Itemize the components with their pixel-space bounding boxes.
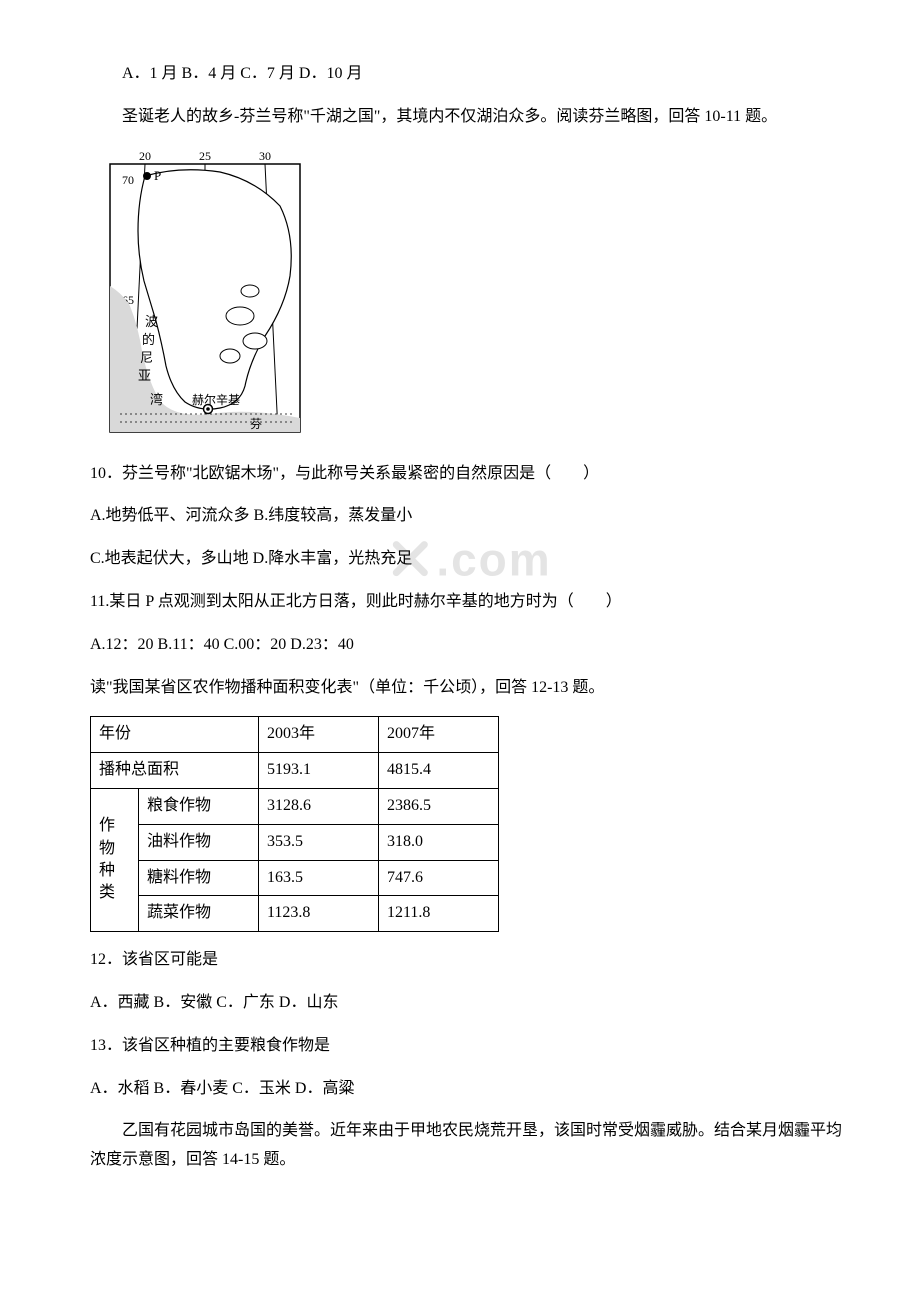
td-total-label: 播种总面积 [91, 753, 259, 789]
q11-opts: A.12：20 B.11：40 C.00：20 D.23：40 [90, 631, 850, 660]
map-bothnia-0: 波 [145, 314, 158, 329]
q10-cd: C.地表起伏大，多山地 D.降水丰富，光热充足 [90, 545, 850, 574]
map-tick-20: 20 [139, 149, 151, 163]
td-y1: 1123.8 [259, 896, 379, 932]
map-point-p: P [154, 168, 161, 183]
td-crop-name: 油料作物 [139, 824, 259, 860]
th-2007: 2007年 [379, 717, 499, 753]
q10-ab: A.地势低平、河流众多 B.纬度较高，蒸发量小 [90, 502, 850, 531]
td-crop-name: 粮食作物 [139, 788, 259, 824]
map-bothnia-1: 的 [142, 332, 155, 347]
td-y2: 1211.8 [379, 896, 499, 932]
q12-stem: 12．该省区可能是 [90, 946, 850, 975]
td-y2: 2386.5 [379, 788, 499, 824]
td-crop-name: 蔬菜作物 [139, 896, 259, 932]
td-y1: 3128.6 [259, 788, 379, 824]
td-group-label: 作 物 种 类 [91, 788, 139, 931]
finland-map-svg: 20 25 30 70 65 60 P 赫尔辛基 波 的 尼 亚 湾 [90, 146, 315, 446]
crop-area-table: 年份 2003年 2007年 播种总面积 5193.1 4815.4 作 物 种… [90, 716, 499, 932]
map-tick-30: 30 [259, 149, 271, 163]
map-lat-70: 70 [122, 173, 134, 187]
th-year: 年份 [91, 717, 259, 753]
map-gulf-finland: 芬 [250, 417, 262, 431]
q9-options: A．1 月 B．4 月 C．7 月 D．10 月 [90, 60, 850, 89]
map-bothnia-3: 亚 [138, 368, 151, 383]
table-row-total: 播种总面积 5193.1 4815.4 [91, 753, 499, 789]
th-2003: 2003年 [259, 717, 379, 753]
map-tick-25: 25 [199, 149, 211, 163]
td-crop-name: 糖料作物 [139, 860, 259, 896]
td-y2: 318.0 [379, 824, 499, 860]
group-char-2: 种 [99, 862, 115, 879]
td-y1: 353.5 [259, 824, 379, 860]
table-row: 蔬菜作物 1123.8 1211.8 [91, 896, 499, 932]
group-char-0: 作 [99, 817, 115, 834]
q13-stem: 13．该省区种植的主要粮食作物是 [90, 1032, 850, 1061]
haze-intro: 乙国有花园城市岛国的美誉。近年来由于甲地农民烧荒开垦，该国时常受烟霾威胁。结合某… [90, 1117, 850, 1175]
td-total-2003: 5193.1 [259, 753, 379, 789]
table-row: 油料作物 353.5 318.0 [91, 824, 499, 860]
table-intro: 读"我国某省区农作物播种面积变化表"（单位：千公顷），回答 12-13 题。 [90, 674, 850, 703]
td-y2: 747.6 [379, 860, 499, 896]
map-bothnia-4: 湾 [150, 392, 163, 407]
table-row: 作 物 种 类 粮食作物 3128.6 2386.5 [91, 788, 499, 824]
q11-stem: 11.某日 P 点观测到太阳从正北方日落，则此时赫尔辛基的地方时为（ ） [90, 588, 850, 617]
q13-opts: A．水稻 B．春小麦 C．玉米 D．高粱 [90, 1075, 850, 1104]
table-row-header: 年份 2003年 2007年 [91, 717, 499, 753]
map-bothnia-2: 尼 [140, 350, 153, 365]
group-char-3: 类 [99, 884, 115, 901]
finland-intro: 圣诞老人的故乡-芬兰号称"千湖之国"，其境内不仅湖泊众多。阅读芬兰略图，回答 1… [90, 103, 850, 132]
q10-stem: 10．芬兰号称"北欧锯木场"，与此称号关系最紧密的自然原因是（ ） [90, 460, 850, 489]
q12-opts: A．西藏 B．安徽 C．广东 D．山东 [90, 989, 850, 1018]
finland-map-figure: 20 25 30 70 65 60 P 赫尔辛基 波 的 尼 亚 湾 [90, 146, 850, 446]
map-city-helsinki: 赫尔辛基 [192, 392, 240, 407]
group-char-1: 物 [99, 840, 115, 857]
td-total-2007: 4815.4 [379, 753, 499, 789]
table-row: 糖料作物 163.5 747.6 [91, 860, 499, 896]
td-y1: 163.5 [259, 860, 379, 896]
